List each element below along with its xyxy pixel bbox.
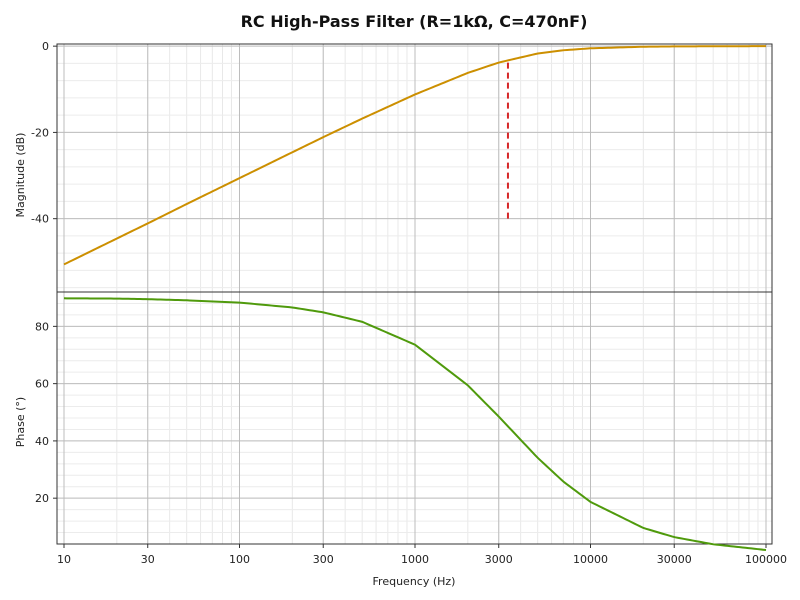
- phase-series-line: [63, 297, 767, 552]
- magnitude-series-line: [63, 45, 766, 266]
- phase-ytick-label: 80: [35, 320, 49, 333]
- magnitude-ytick-label: -40: [31, 213, 49, 226]
- xtick-label: 100000: [745, 553, 787, 566]
- phase-ytick-label: 40: [35, 435, 49, 448]
- xtick-label: 1000: [401, 553, 429, 566]
- xtick-label: 10: [57, 553, 71, 566]
- magnitude-ytick-label: -20: [31, 126, 49, 139]
- phase-axis-label: Phase (°): [14, 397, 27, 447]
- magnitude-ytick-label: 0: [42, 40, 49, 53]
- xtick-label: 30000: [657, 553, 692, 566]
- xtick-label: 10000: [573, 553, 608, 566]
- xtick-label: 100: [229, 553, 250, 566]
- xtick-label: 30: [141, 553, 155, 566]
- chart-title: RC High-Pass Filter (R=1kΩ, C=470nF): [241, 12, 588, 31]
- xtick-label: 3000: [485, 553, 513, 566]
- phase-panel: 20 40 60 80 10 30 100 300 1000 3000 10000 30000 1000…: [35, 291, 787, 566]
- magnitude-panel: 0 -20 -40: [31, 40, 773, 293]
- phase-ytick-label: 60: [35, 378, 49, 391]
- xtick-label: 300: [313, 553, 334, 566]
- magnitude-axis-label: Magnitude (dB): [14, 133, 27, 218]
- phase-ytick-label: 20: [35, 492, 49, 505]
- frequency-axis-label: Frequency (Hz): [373, 575, 456, 588]
